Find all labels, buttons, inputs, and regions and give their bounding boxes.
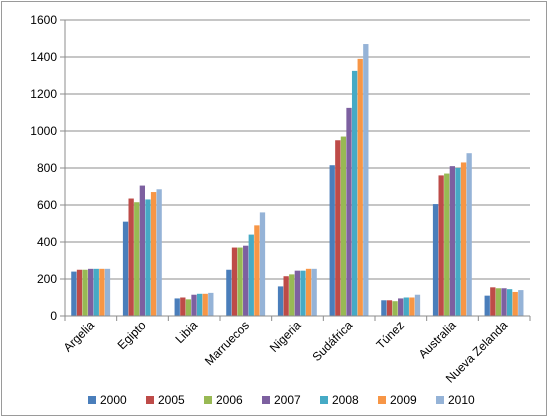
bar-2006-8 bbox=[495, 288, 502, 316]
bar-2005-2 bbox=[180, 297, 186, 316]
bar-2010-7 bbox=[466, 153, 472, 316]
bar-2008-8 bbox=[506, 289, 513, 316]
x-tick-label: Egipto bbox=[115, 318, 149, 352]
bar-2008-2 bbox=[196, 293, 203, 316]
bar-2007-5 bbox=[346, 107, 352, 316]
bar-2000-0 bbox=[71, 271, 77, 316]
bar-2006-7 bbox=[444, 173, 450, 316]
legend-label-2005: 2005 bbox=[158, 393, 185, 407]
bar-2008-6 bbox=[403, 297, 409, 316]
legend-label-2010: 2010 bbox=[448, 393, 475, 407]
legend-swatch-2000 bbox=[88, 396, 96, 404]
legend-swatch-2006 bbox=[204, 396, 212, 404]
bar-2010-6 bbox=[414, 294, 421, 316]
bar-2010-1 bbox=[156, 189, 162, 316]
bar-2000-7 bbox=[432, 204, 439, 316]
bar-2000-1 bbox=[122, 221, 129, 316]
legend: 2000 2005 2006 2007 2008 2009 2010 bbox=[88, 393, 475, 407]
x-tick-label: Sudáfrica bbox=[310, 318, 356, 364]
bar-2006-3 bbox=[237, 247, 243, 316]
bar-2000-6 bbox=[381, 300, 387, 316]
legend-swatch-2008 bbox=[320, 396, 328, 404]
bar-2009-8 bbox=[512, 291, 518, 316]
bar-2000-5 bbox=[329, 165, 335, 316]
bar-2010-2 bbox=[208, 292, 214, 316]
bar-2000-8 bbox=[484, 295, 490, 316]
bar-2008-7 bbox=[455, 168, 461, 316]
bar-2005-8 bbox=[490, 287, 496, 316]
bar-2006-2 bbox=[185, 299, 192, 316]
bar-2007-1 bbox=[139, 185, 145, 316]
x-tick-label: Marruecos bbox=[202, 318, 252, 368]
bar-2000-2 bbox=[174, 298, 180, 316]
bar-2010-3 bbox=[259, 212, 266, 316]
y-tick-label: 600 bbox=[37, 198, 57, 212]
bar-2007-8 bbox=[501, 288, 507, 316]
bar-2005-1 bbox=[128, 198, 134, 316]
axes: 0 200 400 600 800 1000 1200 1400 1600 Argelia Egip… bbox=[30, 13, 531, 386]
y-tick-label: 200 bbox=[37, 272, 57, 286]
bar-2009-6 bbox=[409, 297, 415, 316]
y-tick-label: 1200 bbox=[30, 87, 57, 101]
legend-swatch-2010 bbox=[436, 396, 444, 404]
legend-swatch-2005 bbox=[146, 396, 154, 404]
bar-2009-4 bbox=[305, 268, 312, 316]
bar-2009-5 bbox=[357, 58, 363, 316]
bar-2007-0 bbox=[88, 268, 94, 316]
y-tick-label: 400 bbox=[37, 235, 57, 249]
bar-2007-7 bbox=[449, 166, 455, 316]
bar-2000-4 bbox=[277, 286, 284, 316]
bar-2005-7 bbox=[438, 175, 444, 316]
bar-2005-5 bbox=[335, 140, 341, 316]
x-tick-label: Libia bbox=[172, 318, 200, 346]
bar-2007-3 bbox=[243, 245, 249, 316]
bar-2010-4 bbox=[311, 268, 317, 316]
legend-swatch-2007 bbox=[262, 396, 270, 404]
legend-label-2007: 2007 bbox=[274, 393, 301, 407]
legend-swatch-2009 bbox=[378, 396, 386, 404]
y-tick-label: 0 bbox=[50, 309, 57, 323]
bar-2008-3 bbox=[248, 234, 254, 316]
legend-label-2006: 2006 bbox=[216, 393, 243, 407]
y-tick-label: 1600 bbox=[30, 13, 57, 27]
x-tick-label: Nigeria bbox=[267, 318, 304, 355]
y-tick-label: 1000 bbox=[30, 124, 57, 138]
x-tick-label: Túnez bbox=[373, 318, 406, 351]
bar-2005-0 bbox=[76, 269, 83, 316]
legend-label-2000: 2000 bbox=[100, 393, 127, 407]
bar-2009-0 bbox=[99, 268, 105, 316]
bar-2006-1 bbox=[134, 202, 140, 316]
bar-2010-0 bbox=[104, 268, 111, 316]
bar-2007-4 bbox=[294, 270, 300, 316]
legend-label-2009: 2009 bbox=[390, 393, 417, 407]
bar-2008-5 bbox=[351, 70, 358, 316]
bar-2007-2 bbox=[191, 294, 197, 316]
bar-2006-6 bbox=[392, 301, 398, 316]
bar-2009-3 bbox=[254, 225, 260, 316]
bar-2009-7 bbox=[460, 162, 467, 316]
bar-2005-4 bbox=[283, 276, 289, 316]
bar-2009-1 bbox=[150, 192, 157, 316]
legend-label-2008: 2008 bbox=[332, 393, 359, 407]
bar-2010-8 bbox=[518, 290, 524, 316]
bar-2006-0 bbox=[82, 269, 88, 316]
bar-2005-3 bbox=[231, 247, 238, 316]
y-tick-label: 800 bbox=[37, 161, 57, 175]
bar-2006-5 bbox=[340, 136, 347, 316]
bar-2005-6 bbox=[386, 300, 393, 316]
bar-2008-0 bbox=[93, 268, 99, 316]
bar-2007-6 bbox=[398, 298, 404, 316]
y-tick-label: 1400 bbox=[30, 50, 57, 64]
x-tick-label: Australia bbox=[416, 318, 459, 361]
bar-2000-3 bbox=[226, 269, 232, 316]
bar-2010-5 bbox=[363, 44, 369, 317]
bar-2008-1 bbox=[145, 199, 151, 316]
bar-2008-4 bbox=[300, 270, 306, 316]
x-tick-label: Argelia bbox=[61, 318, 98, 355]
bar-2009-2 bbox=[202, 293, 208, 316]
bar-2006-4 bbox=[289, 274, 295, 316]
bars bbox=[71, 44, 524, 317]
